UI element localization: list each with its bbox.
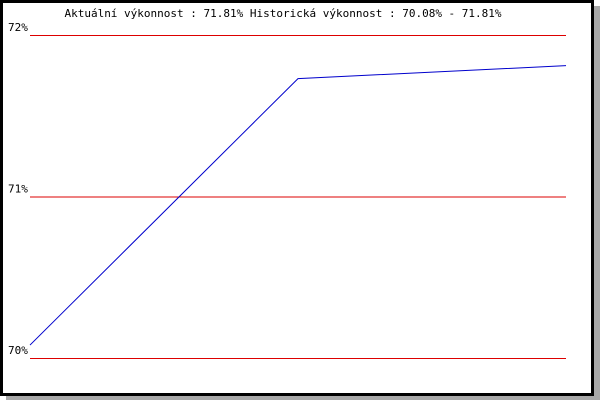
chart-title: Aktuální výkonnost : 71.81% Historická v… <box>64 7 501 20</box>
y-tick-label: 72% <box>8 21 28 34</box>
y-tick-label: 70% <box>8 344 28 357</box>
series-line <box>29 65 567 346</box>
y-tick-label: 71% <box>8 183 28 196</box>
